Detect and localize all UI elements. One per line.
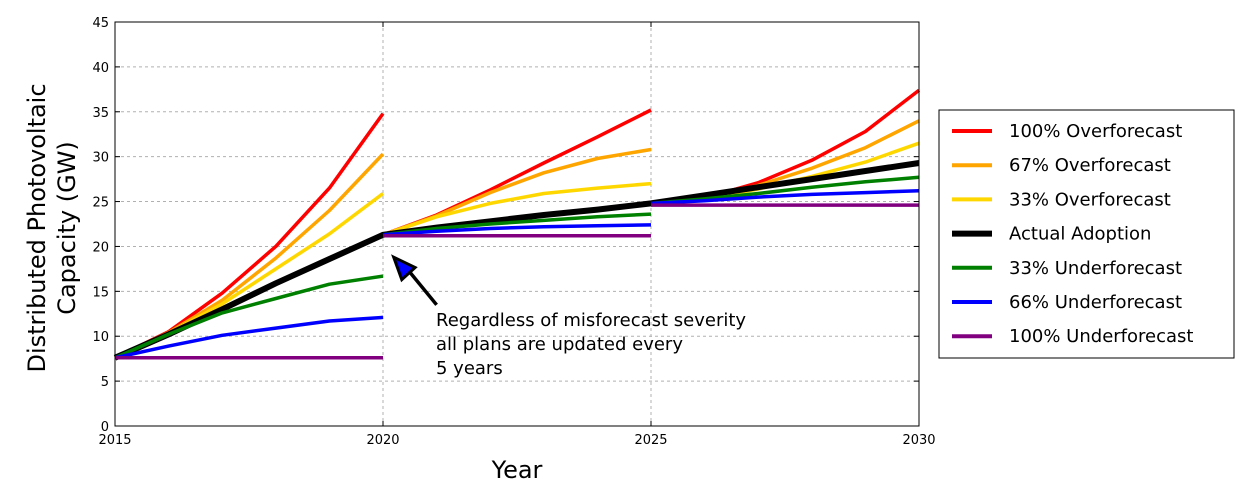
legend-item: 33% Underforecast	[952, 258, 1182, 279]
x-axis-title: Year	[491, 456, 543, 482]
y-tick-label: 35	[92, 106, 109, 121]
y-tick-label: 5	[101, 375, 109, 390]
legend-item: 100% Underforecast	[952, 326, 1193, 347]
y-axis-title-line: Capacity (GW)	[53, 141, 81, 315]
series-line-segment	[114, 274, 384, 360]
legend-item: 67% Overforecast	[952, 155, 1171, 176]
series-line-segment	[382, 212, 652, 237]
gridlines	[115, 22, 919, 426]
annotation-line: all plans are updated every	[436, 334, 683, 355]
y-tick-label: 30	[92, 151, 109, 166]
annotation-line: 5 years	[436, 358, 503, 379]
series-line-segment	[114, 315, 384, 360]
y-tick-label: 10	[92, 330, 109, 345]
series-line-segment	[382, 223, 652, 237]
series-100-underforecast	[115, 203, 919, 360]
legend-label: 33% Underforecast	[1009, 258, 1182, 279]
y-tick-label: 20	[92, 240, 109, 255]
legend-label: 66% Underforecast	[1009, 292, 1182, 313]
axis-labels: Year Distributed PhotovoltaicCapacity (G…	[23, 83, 543, 482]
legend-label: 67% Overforecast	[1009, 155, 1171, 176]
y-tick-label: 45	[92, 16, 109, 31]
legend-label: 33% Overforecast	[1009, 189, 1171, 210]
annotation: Regardless of misforecast severity all pl…	[391, 254, 746, 379]
legend: 100% Overforecast 67% Overforecast 33% Ove…	[938, 109, 1235, 359]
legend-item: 66% Underforecast	[952, 292, 1182, 313]
annotation-text: Regardless of misforecast severity all pl…	[436, 310, 746, 379]
x-tick-label: 2025	[634, 433, 667, 448]
y-axis-title: Distributed PhotovoltaicCapacity (GW)	[23, 83, 81, 372]
legend-item: 100% Overforecast	[952, 121, 1182, 142]
x-tick-label: 2030	[902, 433, 935, 448]
legend-label: Actual Adoption	[1009, 224, 1151, 245]
series-line-segment	[650, 189, 920, 206]
series-line-segment	[382, 181, 652, 237]
annotation-line: Regardless of misforecast severity	[436, 310, 746, 331]
x-tick-label: 2020	[366, 433, 399, 448]
x-tick-label: 2015	[98, 433, 131, 448]
legend-label: 100% Overforecast	[1009, 121, 1182, 142]
y-tick-label: 40	[92, 61, 109, 76]
legend-item: 33% Overforecast	[952, 189, 1171, 210]
series-line-segment	[113, 160, 920, 361]
series-line-segment	[650, 88, 921, 206]
annotation-arrow-head	[391, 254, 418, 283]
y-tick-label: 0	[101, 420, 109, 435]
legend-label: 100% Underforecast	[1009, 326, 1193, 347]
y-tick-label: 15	[92, 285, 109, 300]
series-lines	[113, 88, 921, 361]
legend-item: Actual Adoption	[952, 224, 1151, 245]
plot-frame	[114, 21, 920, 427]
series-66-underforecast	[114, 189, 920, 360]
y-axis-title-line: Distributed Photovoltaic	[23, 83, 51, 372]
y-tick-label: 25	[92, 196, 109, 211]
series-actual-adoption	[113, 160, 920, 361]
